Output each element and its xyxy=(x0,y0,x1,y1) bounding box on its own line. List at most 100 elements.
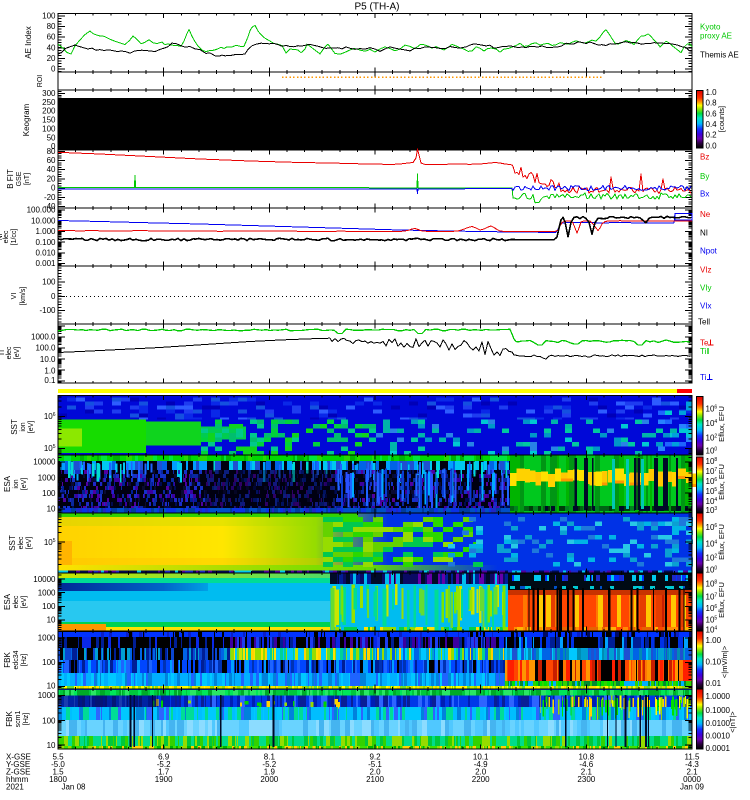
svg-text:100: 100 xyxy=(42,12,56,21)
svg-text:1000.0: 1000.0 xyxy=(31,333,56,342)
svg-text:0: 0 xyxy=(51,142,56,151)
svg-text:[eV]: [eV] xyxy=(14,347,21,360)
svg-text:0: 0 xyxy=(51,64,56,73)
svg-text:104: 104 xyxy=(706,497,718,506)
svg-text:0.4: 0.4 xyxy=(706,120,718,129)
svg-text:[1/cc]: [1/cc] xyxy=(11,229,18,246)
svg-text:elec: elec xyxy=(18,536,25,549)
svg-text:Eflux, EFU: Eflux, EFU xyxy=(717,464,726,500)
svg-text:ion: ion xyxy=(13,479,20,488)
svg-text:ROI: ROI xyxy=(37,75,44,88)
svg-text:100.0: 100.0 xyxy=(35,344,56,353)
svg-text:80: 80 xyxy=(47,22,56,31)
svg-text:10.1: 10.1 xyxy=(473,753,489,762)
svg-text:2.0: 2.0 xyxy=(369,768,381,777)
svg-text:104: 104 xyxy=(706,540,718,549)
svg-text:0.6: 0.6 xyxy=(706,109,718,118)
svg-text:9.2: 9.2 xyxy=(369,753,381,762)
svg-text:10: 10 xyxy=(47,505,56,514)
svg-text:B FIT: B FIT xyxy=(6,169,15,189)
svg-text:-4.9: -4.9 xyxy=(474,760,488,769)
svg-text:VIx: VIx xyxy=(700,302,712,311)
svg-text:1000: 1000 xyxy=(38,691,56,700)
svg-text:GSE: GSE xyxy=(16,171,23,186)
svg-text:scm1: scm1 xyxy=(15,711,22,728)
svg-text:FBK: FBK xyxy=(5,711,14,727)
svg-text:1.0: 1.0 xyxy=(44,367,56,376)
svg-text:2021: 2021 xyxy=(6,783,24,792)
svg-text:Z-GSE: Z-GSE xyxy=(6,768,30,777)
svg-text:2.1: 2.1 xyxy=(581,768,593,777)
svg-text:100: 100 xyxy=(42,124,56,133)
svg-text:Npot: Npot xyxy=(700,247,718,256)
svg-text:elec: elec xyxy=(6,346,13,359)
svg-text:ESA: ESA xyxy=(3,475,12,492)
svg-text:100.000: 100.000 xyxy=(27,206,56,215)
svg-text:Ti‖: Ti‖ xyxy=(700,347,710,356)
svg-text:102: 102 xyxy=(706,554,718,563)
svg-text:VIy: VIy xyxy=(700,284,712,293)
svg-text:[counts]: [counts] xyxy=(717,106,726,132)
svg-text:1900: 1900 xyxy=(155,775,173,784)
svg-text:250: 250 xyxy=(42,98,56,107)
svg-text:VI: VI xyxy=(11,293,18,300)
svg-text:[eV]: [eV] xyxy=(28,421,35,434)
svg-text:80: 80 xyxy=(47,147,56,156)
svg-text:[eV]: [eV] xyxy=(26,537,33,550)
svg-text:<|mV/m|>: <|mV/m|> xyxy=(720,645,729,678)
svg-text:105: 105 xyxy=(706,616,718,625)
svg-text:200: 200 xyxy=(42,107,56,116)
svg-text:0.100: 0.100 xyxy=(35,238,56,247)
svg-text:elec: elec xyxy=(3,230,10,243)
svg-text:60: 60 xyxy=(47,156,56,165)
svg-text:100: 100 xyxy=(42,278,56,287)
svg-text:Y-GSE: Y-GSE xyxy=(6,760,30,769)
svg-text:106: 106 xyxy=(44,412,56,421)
svg-text:Eflux, EFU: Eflux, EFU xyxy=(717,406,726,442)
svg-text:Bz: Bz xyxy=(700,153,709,162)
svg-text:Bx: Bx xyxy=(700,190,709,199)
svg-text:-5.2: -5.2 xyxy=(262,760,276,769)
svg-text:0.0: 0.0 xyxy=(706,141,718,150)
svg-text:-4.3: -4.3 xyxy=(685,760,699,769)
svg-text:Jan 09: Jan 09 xyxy=(680,783,705,792)
svg-text:100: 100 xyxy=(42,658,56,667)
svg-text:106: 106 xyxy=(706,405,718,414)
svg-text:-4.6: -4.6 xyxy=(579,760,593,769)
svg-text:100: 100 xyxy=(42,717,56,726)
svg-text:100: 100 xyxy=(42,602,56,611)
svg-text:106: 106 xyxy=(706,523,718,532)
svg-text:-20: -20 xyxy=(44,193,56,202)
svg-text:1.0000: 1.0000 xyxy=(706,692,731,701)
svg-text:Ti: Ti xyxy=(700,373,707,382)
svg-text:10000: 10000 xyxy=(33,458,56,467)
svg-text:Themis AE: Themis AE xyxy=(700,51,739,60)
svg-text:107: 107 xyxy=(706,467,718,476)
svg-text:FBK: FBK xyxy=(3,652,12,668)
svg-text:0000: 0000 xyxy=(683,775,701,784)
svg-text:0.01: 0.01 xyxy=(706,679,722,688)
svg-text:NI: NI xyxy=(0,233,4,240)
svg-text:10.0: 10.0 xyxy=(40,355,56,364)
svg-text:2.0: 2.0 xyxy=(475,768,487,777)
svg-text:0: 0 xyxy=(51,184,56,193)
svg-text:[Hz]: [Hz] xyxy=(23,713,30,726)
svg-text:105: 105 xyxy=(706,487,718,496)
svg-text:ion: ion xyxy=(20,422,27,431)
svg-text:0.10: 0.10 xyxy=(706,658,722,667)
svg-text:-100: -100 xyxy=(39,306,56,315)
svg-text:1.5: 1.5 xyxy=(52,768,64,777)
svg-text:102: 102 xyxy=(706,434,718,443)
svg-text:300: 300 xyxy=(42,89,56,98)
svg-text:VIz: VIz xyxy=(700,266,712,275)
svg-text:6.9: 6.9 xyxy=(158,753,170,762)
svg-text:2300: 2300 xyxy=(577,775,595,784)
svg-text:107: 107 xyxy=(706,593,718,602)
svg-text:TI: TI xyxy=(0,350,6,356)
svg-text:hhmm: hhmm xyxy=(6,775,29,784)
svg-text:11.5: 11.5 xyxy=(685,753,701,762)
svg-text:1.9: 1.9 xyxy=(264,768,276,777)
svg-text:1.00: 1.00 xyxy=(706,636,722,645)
svg-text:10: 10 xyxy=(47,682,56,691)
svg-text:0.0010: 0.0010 xyxy=(706,732,731,741)
